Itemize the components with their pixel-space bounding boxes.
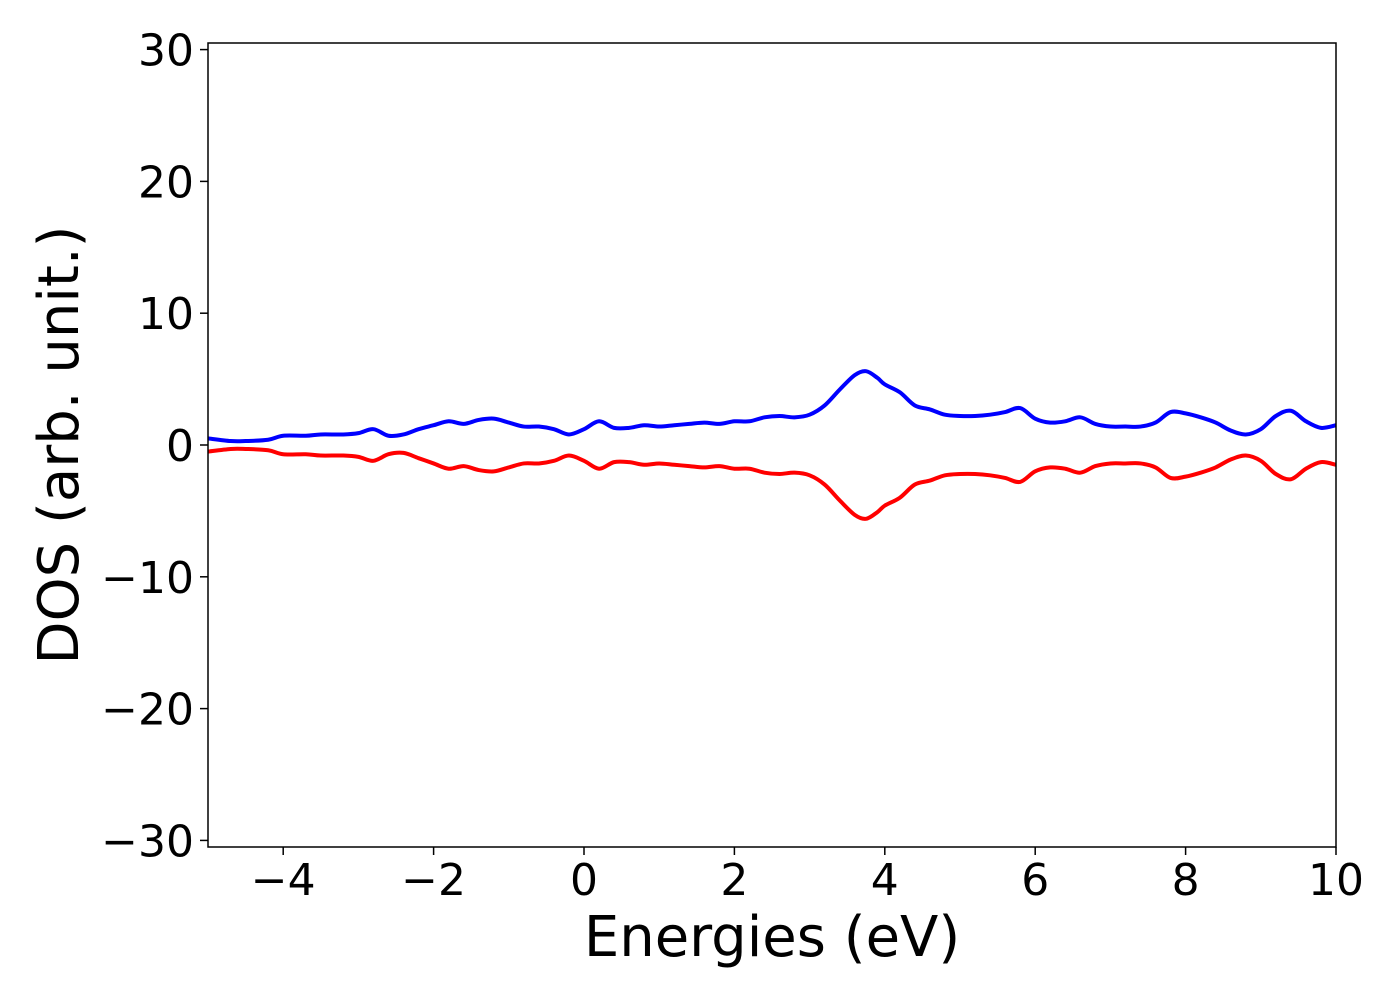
series-line-1 [208,369,1336,444]
series-line-2 [208,446,1336,521]
x-tick-label: 6 [1021,855,1049,906]
y-axis-label: DOS (arb. unit.) [27,225,92,664]
x-tick-label: 2 [720,855,748,906]
plot-frame [207,42,1337,848]
y-tick-label: 20 [138,157,194,208]
x-axis-label: Energies (eV) [584,905,960,970]
y-tick-label: −20 [101,685,194,736]
y-tick-label: −10 [101,553,194,604]
y-tick-label: 10 [138,289,194,340]
x-tick-label: 4 [871,855,899,906]
x-tick-label: 8 [1172,855,1200,906]
x-tick-label: −2 [401,855,466,906]
x-tick-label: −4 [251,855,316,906]
y-tick-label: 30 [138,26,194,77]
y-tick-label: −30 [101,816,194,867]
series-layer [208,369,1336,521]
axes-layer [207,42,1337,848]
x-tick-label: 10 [1308,855,1364,906]
y-tick-label: 0 [166,421,194,472]
x-tick-label: 0 [570,855,598,906]
